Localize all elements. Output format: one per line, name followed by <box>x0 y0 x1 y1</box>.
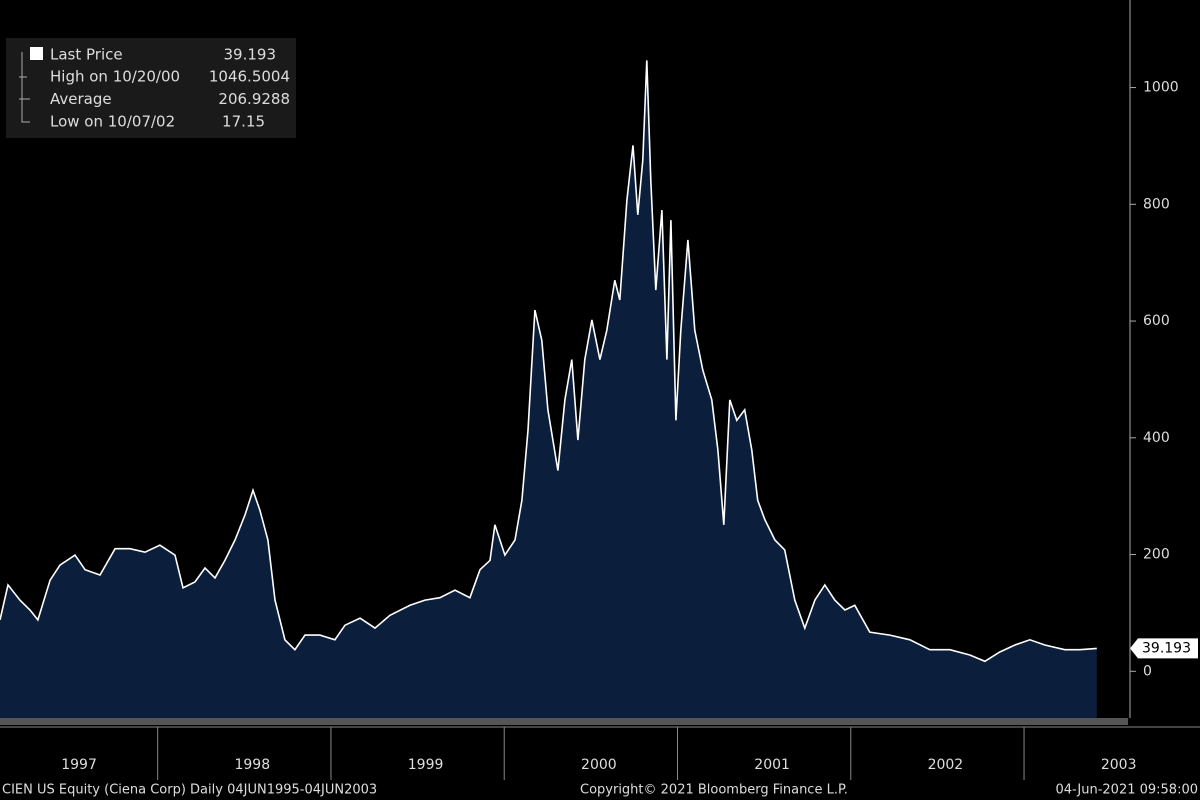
footer-left: CIEN US Equity (Ciena Corp) Daily 04JUN1… <box>2 783 377 798</box>
x-tick-label: 1998 <box>234 757 270 773</box>
x-axis-bar <box>0 718 1128 725</box>
footer-center: Copyright© 2021 Bloomberg Finance L.P. <box>580 783 848 798</box>
y-tick-label: 200 <box>1143 547 1170 563</box>
x-tick-label: 2000 <box>581 757 617 773</box>
x-tick-label: 2003 <box>1101 757 1137 773</box>
legend-label: Last Price <box>50 46 123 64</box>
x-tick-label: 1997 <box>61 757 97 773</box>
stat-value: 206.9288 <box>218 90 290 108</box>
stat-label: High on 10/20/00 <box>50 68 180 86</box>
legend-value: 39.193 <box>224 46 277 64</box>
price-line <box>0 60 1097 663</box>
y-tick-label: 400 <box>1143 430 1170 446</box>
last-price-label: 39.193 <box>1142 640 1191 656</box>
stat-value: 17.15 <box>222 113 265 131</box>
footer-right: 04-Jun-2021 09:58:00 <box>1055 783 1198 798</box>
y-tick-label: 800 <box>1143 196 1170 212</box>
legend-tree <box>19 52 30 123</box>
x-tick-label: 1999 <box>408 757 444 773</box>
stat-label: Low on 10/07/02 <box>50 113 175 131</box>
legend-box <box>6 38 296 138</box>
area <box>0 60 1097 718</box>
y-tick-label: 0 <box>1143 663 1152 679</box>
stat-label: Average <box>50 90 112 108</box>
x-tick-label: 2002 <box>928 757 964 773</box>
y-tick-label: 1000 <box>1143 80 1179 96</box>
x-tick-label: 2001 <box>754 757 790 773</box>
stat-value: 1046.5004 <box>209 68 290 86</box>
last-price-tag <box>1130 638 1198 659</box>
y-tick-label: 600 <box>1143 313 1170 329</box>
legend-swatch <box>30 47 43 60</box>
